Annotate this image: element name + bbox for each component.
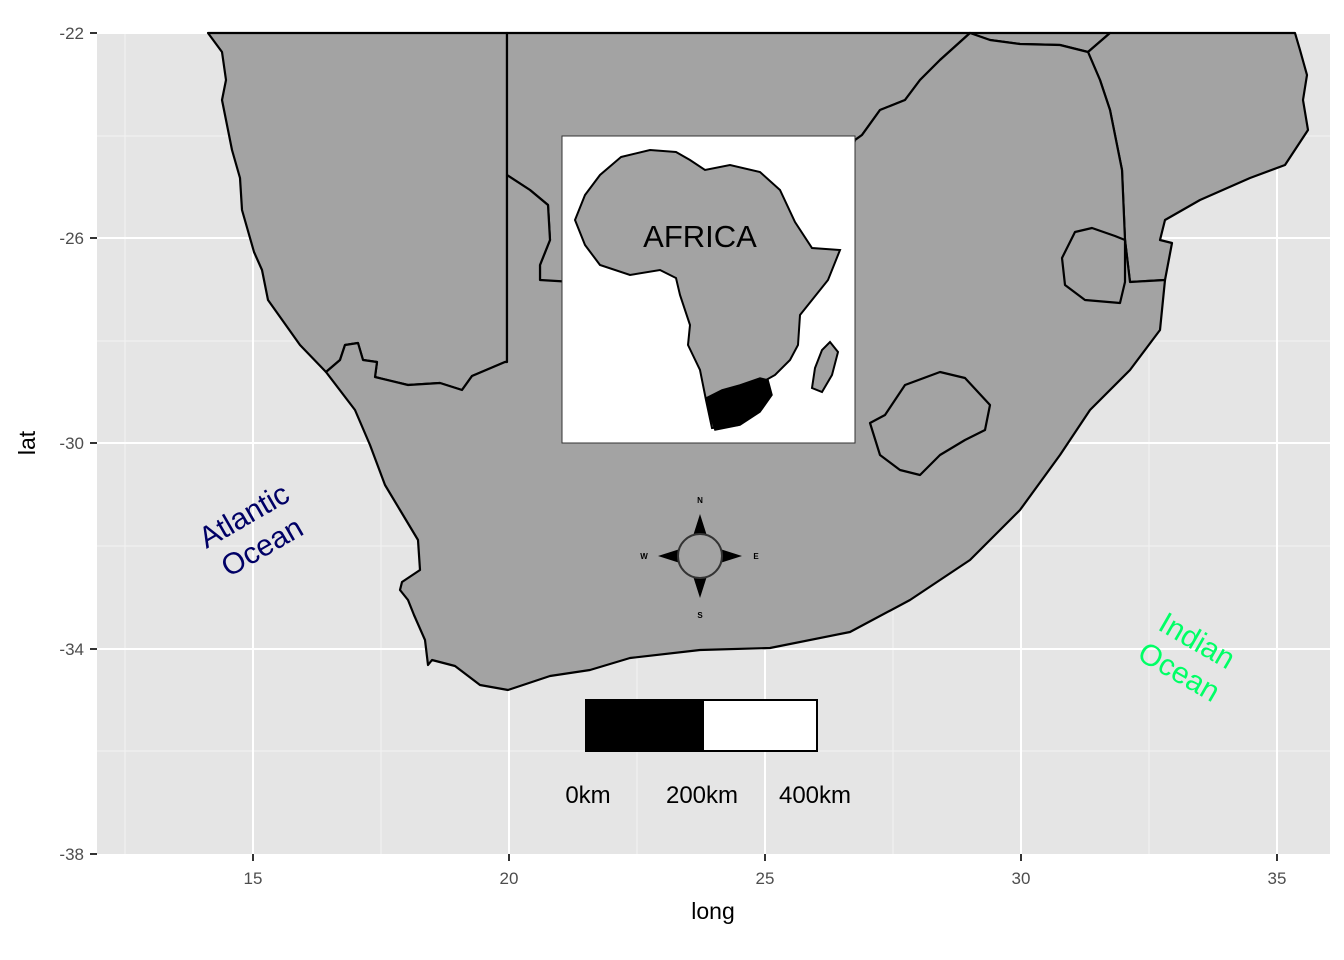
y-tick-label: -22	[59, 24, 84, 43]
scale-bar-black-segment	[585, 699, 704, 752]
country-lesotho	[868, 370, 992, 477]
compass-arrow-s	[693, 576, 707, 598]
x-tick-label: 35	[1268, 869, 1287, 888]
country-eswatini	[1060, 226, 1127, 305]
y-tick-label: -30	[59, 434, 84, 453]
scale-bar: 0km 200km 400km	[565, 699, 851, 809]
compass-east-label: E	[753, 552, 759, 561]
x-tick-label: 30	[1012, 869, 1031, 888]
highlight-south-africa	[705, 377, 773, 431]
compass-north-label: N	[697, 496, 703, 505]
inset-map: AFRICA	[561, 135, 856, 444]
compass-ring	[677, 533, 723, 579]
compass-arrow-e	[720, 549, 742, 563]
scale-bar-white-segment	[702, 699, 818, 752]
y-tick-label: -38	[59, 845, 84, 864]
axis-ticks	[90, 32, 1278, 861]
scale-label-0: 0km	[565, 782, 610, 809]
inset-label: AFRICA	[643, 219, 757, 254]
compass-rose-icon: N S E W	[640, 496, 759, 620]
compass-arrow-w	[658, 549, 680, 563]
island-madagascar	[810, 340, 840, 394]
y-tick-label: -26	[59, 229, 84, 248]
x-tick-label: 15	[244, 869, 263, 888]
x-tick-label: 20	[500, 869, 519, 888]
compass-south-label: S	[697, 611, 703, 620]
y-tick-label: -34	[59, 640, 84, 659]
scale-label-200: 200km	[666, 782, 738, 809]
x-axis-title: long	[691, 898, 734, 924]
scale-label-400: 400km	[779, 782, 851, 809]
compass-west-label: W	[640, 552, 648, 561]
x-tick-label: 25	[756, 869, 775, 888]
compass-arrow-n	[693, 514, 707, 536]
y-axis-title: lat	[14, 430, 40, 455]
